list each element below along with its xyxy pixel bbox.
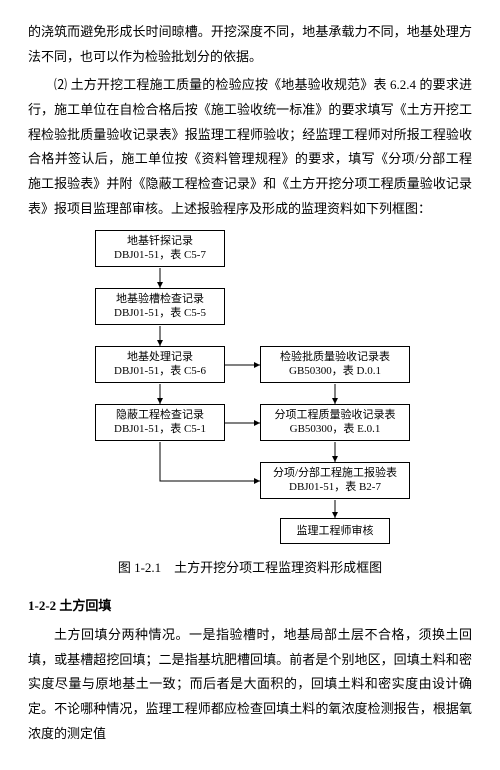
node-line2: GB50300，表 E.0.1 (265, 422, 405, 437)
node-line2: DBJ01-51，表 C5-6 (100, 364, 220, 379)
node-line2: GB50300，表 D.0.1 (265, 364, 405, 379)
node-soil-probe: 地基钎探记录 DBJ01-51，表 C5-7 (95, 230, 225, 268)
node-line2: DBJ01-51，表 C5-7 (100, 248, 220, 263)
node-line1: 地基处理记录 (100, 350, 220, 365)
figure-caption: 图 1-2.1 土方开挖分项工程监理资料形成框图 (28, 556, 472, 581)
node-inspection-batch: 检验批质量验收记录表 GB50300，表 D.0.1 (260, 346, 410, 384)
node-line1: 监理工程师审核 (285, 524, 385, 539)
node-line1: 地基钎探记录 (100, 234, 220, 249)
flowchart: 地基钎探记录 DBJ01-51，表 C5-7 地基验槽检查记录 DBJ01-51… (50, 230, 450, 550)
paragraph-3: 土方回填分两种情况。一是指验槽时，地基局部土层不合格，须换土回填，或基槽超挖回填… (28, 623, 472, 746)
paragraph-1: 的浇筑而避免形成长时间晾槽。开挖深度不同，地基承载力不同，地基处理方法不同，也可… (28, 20, 472, 69)
node-trench-check: 地基验槽检查记录 DBJ01-51，表 C5-5 (95, 288, 225, 326)
paragraph-2: ⑵ 土方开挖工程施工质量的检验应按《地基验收规范》表 6.2.4 的要求进行，施… (28, 73, 472, 221)
node-supervisor-review: 监理工程师审核 (280, 518, 390, 545)
node-line1: 分项工程质量验收记录表 (265, 408, 405, 423)
node-construction-report: 分项/分部工程施工报验表 DBJ01-51，表 B2-7 (260, 462, 410, 500)
node-line1: 隐蔽工程检查记录 (100, 408, 220, 423)
flow-arrows (50, 230, 450, 550)
node-hidden-check: 隐蔽工程检查记录 DBJ01-51，表 C5-1 (95, 404, 225, 442)
node-line1: 检验批质量验收记录表 (265, 350, 405, 365)
node-subitem-quality: 分项工程质量验收记录表 GB50300，表 E.0.1 (260, 404, 410, 442)
node-line2: DBJ01-51，表 C5-1 (100, 422, 220, 437)
node-line2: DBJ01-51，表 B2-7 (265, 480, 405, 495)
node-line2: DBJ01-51，表 C5-5 (100, 306, 220, 321)
node-line1: 地基验槽检查记录 (100, 292, 220, 307)
section-heading: 1-2-2 土方回填 (28, 594, 472, 619)
node-ground-treatment: 地基处理记录 DBJ01-51，表 C5-6 (95, 346, 225, 384)
node-line1: 分项/分部工程施工报验表 (265, 466, 405, 481)
